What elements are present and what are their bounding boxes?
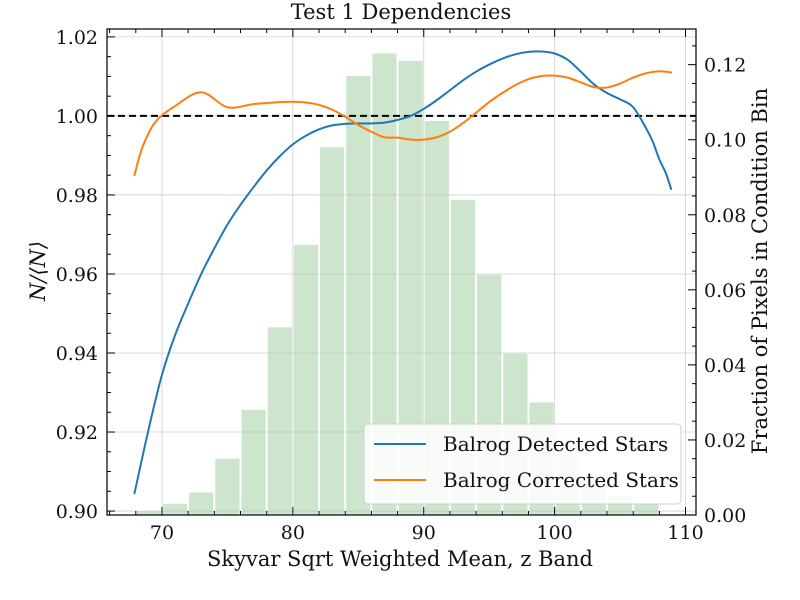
y2-tick-label: 0.10 xyxy=(704,130,746,152)
y2-tick-label: 0.12 xyxy=(704,55,746,77)
series-line-detected xyxy=(133,50,673,495)
histogram-bar xyxy=(634,503,659,515)
y2-axis-title: Fraction of Pixels in Condition Bin xyxy=(748,88,772,454)
histogram-bar xyxy=(267,327,292,515)
plot-frame xyxy=(106,28,697,516)
x-tick-label: 90 xyxy=(412,522,436,544)
y-tick-label: 1.02 xyxy=(56,27,98,49)
x-axis-title: Skyvar Sqrt Weighted Mean, z Band xyxy=(207,547,593,571)
tick-layer: 70 80 90 100 110 0.90 0.92 0.94 0.96 0.98 1.00 1.02… xyxy=(56,27,747,544)
histogram-bar xyxy=(293,244,319,515)
x-tick-label: 80 xyxy=(281,522,305,544)
legend: Balrog Detected Stars Balrog Corrected S… xyxy=(363,423,682,505)
histogram-bar xyxy=(136,511,161,515)
histogram-bar xyxy=(162,503,188,515)
x-tick-label: 110 xyxy=(667,522,703,544)
axes-frame xyxy=(106,28,697,516)
y2-tick-label: 0.00 xyxy=(704,505,746,527)
y-tick-label: 0.98 xyxy=(56,185,98,207)
y-tick-label: 0.96 xyxy=(56,264,98,286)
histogram-bar xyxy=(320,147,345,515)
y2-tick-label: 0.02 xyxy=(704,430,746,452)
y2-tick-label: 0.08 xyxy=(704,205,746,227)
y-axis-title: N/⟨N⟩ xyxy=(26,241,50,302)
series-line-corrected xyxy=(133,70,673,177)
histogram-bar xyxy=(241,409,266,515)
y-tick-label: 0.94 xyxy=(56,343,98,365)
chart-title: Test 1 Dependencies xyxy=(291,0,511,24)
y-tick-label: 0.90 xyxy=(56,501,98,523)
series-layer xyxy=(133,50,673,495)
legend-box xyxy=(363,423,682,505)
histogram-bar xyxy=(215,458,240,515)
y2-tick-label: 0.04 xyxy=(704,355,746,377)
legend-label-detected: Balrog Detected Stars xyxy=(443,432,668,456)
y-tick-label: 0.92 xyxy=(56,422,98,444)
x-tick-label: 100 xyxy=(537,522,573,544)
x-tick-label: 70 xyxy=(150,522,174,544)
y-tick-label: 1.00 xyxy=(56,106,98,128)
histogram-bar xyxy=(189,492,214,515)
legend-label-corrected: Balrog Corrected Stars xyxy=(443,468,679,492)
y2-tick-label: 0.06 xyxy=(704,280,746,302)
